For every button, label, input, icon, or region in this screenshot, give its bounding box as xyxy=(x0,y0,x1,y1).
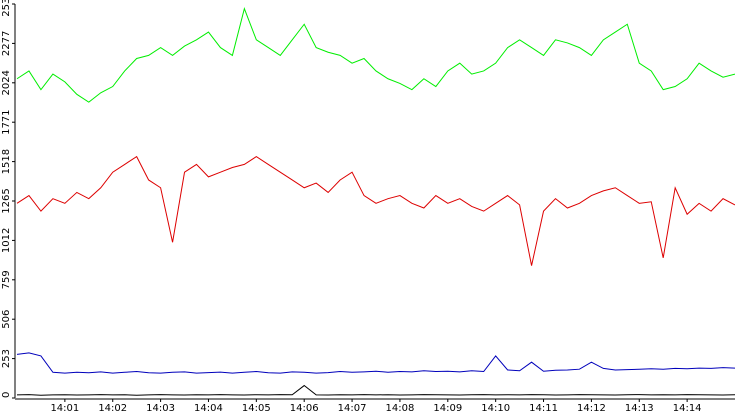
x-tick-label: 14:04 xyxy=(194,403,223,414)
series-line xyxy=(16,352,735,374)
x-tick-label: 14:03 xyxy=(146,403,175,414)
y-tick-label: 2530 xyxy=(1,0,12,17)
y-tick-label: 1012 xyxy=(1,228,12,253)
series-line xyxy=(16,155,735,266)
x-tick-label: 14:01 xyxy=(50,403,79,414)
x-tick-label: 14:10 xyxy=(481,403,510,414)
x-tick-label: 14:05 xyxy=(242,403,271,414)
x-tick-label: 14:06 xyxy=(290,403,319,414)
y-tick-label: 253 xyxy=(1,349,12,368)
x-tick-label: 14:09 xyxy=(433,403,462,414)
x-tick-label: 14:11 xyxy=(529,403,558,414)
x-tick-label: 14:14 xyxy=(673,403,702,414)
y-tick-label: 2024 xyxy=(1,70,12,95)
x-tick-label: 14:08 xyxy=(386,403,415,414)
y-tick-label: 506 xyxy=(1,310,12,329)
y-tick-label: 1518 xyxy=(1,149,12,174)
x-tick-label: 14:12 xyxy=(577,403,606,414)
series-line xyxy=(16,7,735,103)
y-tick-label: 2277 xyxy=(1,31,12,56)
y-tick-label: 0 xyxy=(1,392,12,398)
y-tick-label: 759 xyxy=(1,270,12,289)
series-line xyxy=(16,384,735,396)
x-tick-label: 14:02 xyxy=(98,403,127,414)
x-tick-label: 14:13 xyxy=(625,403,654,414)
y-tick-label: 1771 xyxy=(1,109,12,134)
x-tick-label: 14:07 xyxy=(338,403,367,414)
y-tick-label: 1265 xyxy=(1,188,12,213)
